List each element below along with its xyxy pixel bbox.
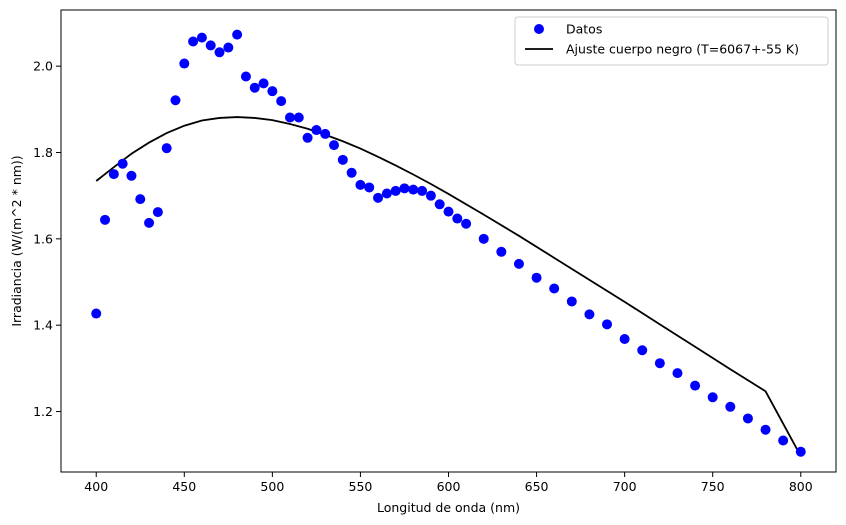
- y-axis-ticks: 1.2 1.4 1.6 1.8 2.0: [33, 59, 61, 419]
- data-point: [707, 392, 718, 403]
- x-tick-label: 700: [613, 479, 637, 494]
- data-point: [346, 167, 357, 178]
- data-point: [399, 183, 410, 194]
- data-point: [364, 182, 375, 193]
- x-tick-label: 500: [260, 479, 284, 494]
- data-point: [170, 95, 181, 106]
- data-point: [205, 40, 216, 51]
- data-points-layer: [91, 29, 806, 457]
- data-point: [725, 401, 736, 412]
- data-point: [408, 184, 419, 195]
- legend-box: [514, 16, 829, 66]
- plot-frame: [60, 9, 837, 473]
- data-point: [100, 214, 111, 225]
- data-point: [196, 32, 207, 43]
- data-point: [232, 29, 243, 40]
- data-point: [293, 112, 304, 123]
- data-point: [267, 86, 278, 97]
- x-tick-label: 750: [701, 479, 725, 494]
- data-point: [381, 188, 392, 199]
- y-tick-label: 2.0: [33, 59, 53, 74]
- data-point: [637, 345, 648, 356]
- data-point: [117, 158, 128, 169]
- data-point: [672, 368, 683, 379]
- x-tick-label: 600: [437, 479, 461, 494]
- data-point: [152, 207, 163, 218]
- x-axis-label: Longitud de onda (nm): [377, 500, 520, 515]
- data-point: [417, 185, 428, 196]
- data-point: [91, 308, 102, 319]
- data-point: [390, 185, 401, 196]
- y-tick-label: 1.4: [33, 318, 53, 333]
- x-tick-label: 800: [789, 479, 813, 494]
- x-tick-label: 450: [172, 479, 196, 494]
- data-point: [461, 218, 472, 229]
- data-point: [602, 319, 613, 330]
- data-point: [355, 179, 366, 190]
- data-point: [249, 82, 260, 93]
- data-point: [619, 334, 630, 345]
- data-point: [795, 446, 806, 457]
- data-point: [214, 47, 225, 58]
- data-point: [443, 206, 454, 217]
- data-point: [258, 78, 269, 89]
- data-point: [223, 42, 234, 53]
- legend-label-ajuste: Ajuste cuerpo negro (T=6067+-55 K): [566, 42, 799, 57]
- data-point: [690, 380, 701, 391]
- x-axis-ticks: 400 450 500 550 600 650 700 750 800: [84, 472, 813, 494]
- data-point: [320, 128, 331, 139]
- data-point: [584, 309, 595, 320]
- y-tick-label: 1.6: [33, 231, 53, 246]
- data-point: [496, 246, 507, 257]
- data-point: [240, 71, 251, 82]
- data-point: [276, 96, 287, 107]
- data-point: [126, 170, 137, 181]
- legend: Datos Ajuste cuerpo negro (T=6067+-55 K): [514, 16, 829, 66]
- data-point: [311, 125, 322, 136]
- data-point: [161, 143, 172, 154]
- data-point: [531, 272, 542, 283]
- data-point: [144, 217, 155, 228]
- data-point: [284, 112, 295, 123]
- data-point: [337, 154, 348, 165]
- data-point: [742, 413, 753, 424]
- data-point: [778, 435, 789, 446]
- x-tick-label: 550: [349, 479, 373, 494]
- data-point: [188, 36, 199, 47]
- plot-area: [61, 10, 836, 472]
- x-tick-label: 400: [84, 479, 108, 494]
- data-point: [760, 424, 771, 435]
- data-point: [179, 58, 190, 69]
- data-point: [302, 132, 313, 143]
- x-tick-label: 650: [525, 479, 549, 494]
- y-tick-label: 1.2: [33, 404, 53, 419]
- data-point: [478, 233, 489, 244]
- data-point: [566, 296, 577, 307]
- data-point: [654, 358, 665, 369]
- y-axis-label: Irradiancia (W/(m^2 * nm)): [9, 155, 24, 326]
- legend-marker-datos: [534, 24, 544, 34]
- y-tick-label: 1.8: [33, 145, 53, 160]
- data-point: [452, 213, 463, 224]
- data-point: [549, 283, 560, 294]
- data-point: [329, 140, 340, 151]
- data-point: [373, 192, 384, 203]
- data-point: [108, 169, 119, 180]
- data-point: [434, 199, 445, 210]
- data-point: [135, 194, 146, 205]
- data-point: [425, 190, 436, 201]
- data-point: [513, 258, 524, 269]
- fit-line-layer: [95, 116, 802, 457]
- fit-line: [95, 116, 802, 457]
- legend-label-datos: Datos: [566, 22, 602, 37]
